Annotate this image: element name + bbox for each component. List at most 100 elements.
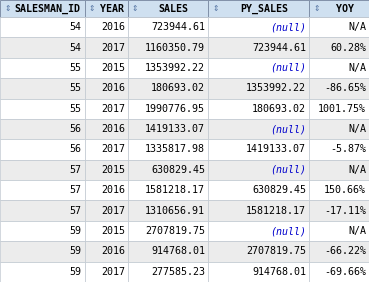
Bar bbox=[85, 180, 128, 201]
Bar bbox=[208, 139, 309, 160]
Text: 57: 57 bbox=[69, 165, 82, 175]
Text: ⇕: ⇕ bbox=[212, 4, 218, 13]
Text: 54: 54 bbox=[69, 22, 82, 32]
Text: 2707819.75: 2707819.75 bbox=[145, 226, 205, 236]
Text: N/A: N/A bbox=[348, 22, 366, 32]
Text: ⇕: ⇕ bbox=[132, 4, 138, 13]
Bar bbox=[85, 0, 128, 17]
Text: 2016: 2016 bbox=[101, 124, 125, 134]
Bar bbox=[0, 58, 85, 78]
Bar bbox=[309, 78, 369, 98]
Bar bbox=[128, 201, 208, 221]
Text: 59: 59 bbox=[69, 226, 82, 236]
Text: 1419133.07: 1419133.07 bbox=[246, 144, 306, 155]
Text: 54: 54 bbox=[69, 43, 82, 52]
Text: ⇕: ⇕ bbox=[89, 4, 95, 13]
Text: 723944.61: 723944.61 bbox=[252, 43, 306, 52]
Text: 2016: 2016 bbox=[101, 22, 125, 32]
Text: 57: 57 bbox=[69, 185, 82, 195]
Text: 1001.75%: 1001.75% bbox=[318, 104, 366, 114]
Text: PY_SALES: PY_SALES bbox=[240, 3, 288, 14]
Text: 277585.23: 277585.23 bbox=[151, 267, 205, 277]
Bar bbox=[128, 160, 208, 180]
Text: 1581218.17: 1581218.17 bbox=[246, 206, 306, 216]
Text: (null): (null) bbox=[270, 63, 306, 73]
Bar bbox=[208, 78, 309, 98]
Text: -5.87%: -5.87% bbox=[330, 144, 366, 155]
Text: 2015: 2015 bbox=[101, 63, 125, 73]
Text: 2016: 2016 bbox=[101, 185, 125, 195]
Bar bbox=[85, 119, 128, 139]
Bar bbox=[208, 0, 309, 17]
Text: N/A: N/A bbox=[348, 226, 366, 236]
Text: 723944.61: 723944.61 bbox=[151, 22, 205, 32]
Bar bbox=[85, 262, 128, 282]
Text: 56: 56 bbox=[69, 124, 82, 134]
Text: 2707819.75: 2707819.75 bbox=[246, 246, 306, 256]
Text: 2017: 2017 bbox=[101, 206, 125, 216]
Text: 1160350.79: 1160350.79 bbox=[145, 43, 205, 52]
Bar bbox=[128, 262, 208, 282]
Bar bbox=[128, 58, 208, 78]
Text: 1581218.17: 1581218.17 bbox=[145, 185, 205, 195]
Bar bbox=[208, 17, 309, 38]
Bar bbox=[208, 262, 309, 282]
Bar bbox=[208, 201, 309, 221]
Bar bbox=[309, 38, 369, 58]
Text: 180693.02: 180693.02 bbox=[252, 104, 306, 114]
Text: 2017: 2017 bbox=[101, 267, 125, 277]
Bar bbox=[128, 241, 208, 262]
Text: 55: 55 bbox=[69, 104, 82, 114]
Bar bbox=[309, 119, 369, 139]
Bar bbox=[0, 139, 85, 160]
Bar bbox=[208, 160, 309, 180]
Bar bbox=[85, 241, 128, 262]
Bar bbox=[208, 98, 309, 119]
Bar bbox=[309, 221, 369, 241]
Bar bbox=[309, 58, 369, 78]
Bar bbox=[0, 98, 85, 119]
Text: 150.66%: 150.66% bbox=[324, 185, 366, 195]
Text: SALESMAN_ID: SALESMAN_ID bbox=[15, 3, 81, 14]
Bar bbox=[208, 221, 309, 241]
Bar bbox=[128, 78, 208, 98]
Text: 59: 59 bbox=[69, 246, 82, 256]
Bar bbox=[85, 58, 128, 78]
Bar bbox=[309, 139, 369, 160]
Bar bbox=[0, 201, 85, 221]
Text: 2017: 2017 bbox=[101, 104, 125, 114]
Text: -66.22%: -66.22% bbox=[324, 246, 366, 256]
Bar bbox=[128, 139, 208, 160]
Text: 1990776.95: 1990776.95 bbox=[145, 104, 205, 114]
Bar bbox=[208, 241, 309, 262]
Bar bbox=[128, 180, 208, 201]
Text: 2016: 2016 bbox=[101, 83, 125, 93]
Bar bbox=[128, 221, 208, 241]
Text: N/A: N/A bbox=[348, 63, 366, 73]
Text: 55: 55 bbox=[69, 63, 82, 73]
Bar bbox=[0, 262, 85, 282]
Bar bbox=[128, 17, 208, 38]
Text: -86.65%: -86.65% bbox=[324, 83, 366, 93]
Bar bbox=[85, 17, 128, 38]
Bar bbox=[128, 38, 208, 58]
Text: 2017: 2017 bbox=[101, 144, 125, 155]
Bar bbox=[208, 180, 309, 201]
Text: 57: 57 bbox=[69, 206, 82, 216]
Text: 60.28%: 60.28% bbox=[330, 43, 366, 52]
Text: YOY: YOY bbox=[336, 3, 354, 14]
Text: 1335817.98: 1335817.98 bbox=[145, 144, 205, 155]
Bar bbox=[85, 38, 128, 58]
Text: N/A: N/A bbox=[348, 165, 366, 175]
Text: 59: 59 bbox=[69, 267, 82, 277]
Text: 55: 55 bbox=[69, 83, 82, 93]
Bar bbox=[0, 0, 85, 17]
Text: 2015: 2015 bbox=[101, 165, 125, 175]
Bar bbox=[85, 78, 128, 98]
Text: 1353992.22: 1353992.22 bbox=[145, 63, 205, 73]
Text: -69.66%: -69.66% bbox=[324, 267, 366, 277]
Text: 180693.02: 180693.02 bbox=[151, 83, 205, 93]
Text: ⇕: ⇕ bbox=[4, 4, 10, 13]
Bar bbox=[0, 241, 85, 262]
Bar bbox=[309, 98, 369, 119]
